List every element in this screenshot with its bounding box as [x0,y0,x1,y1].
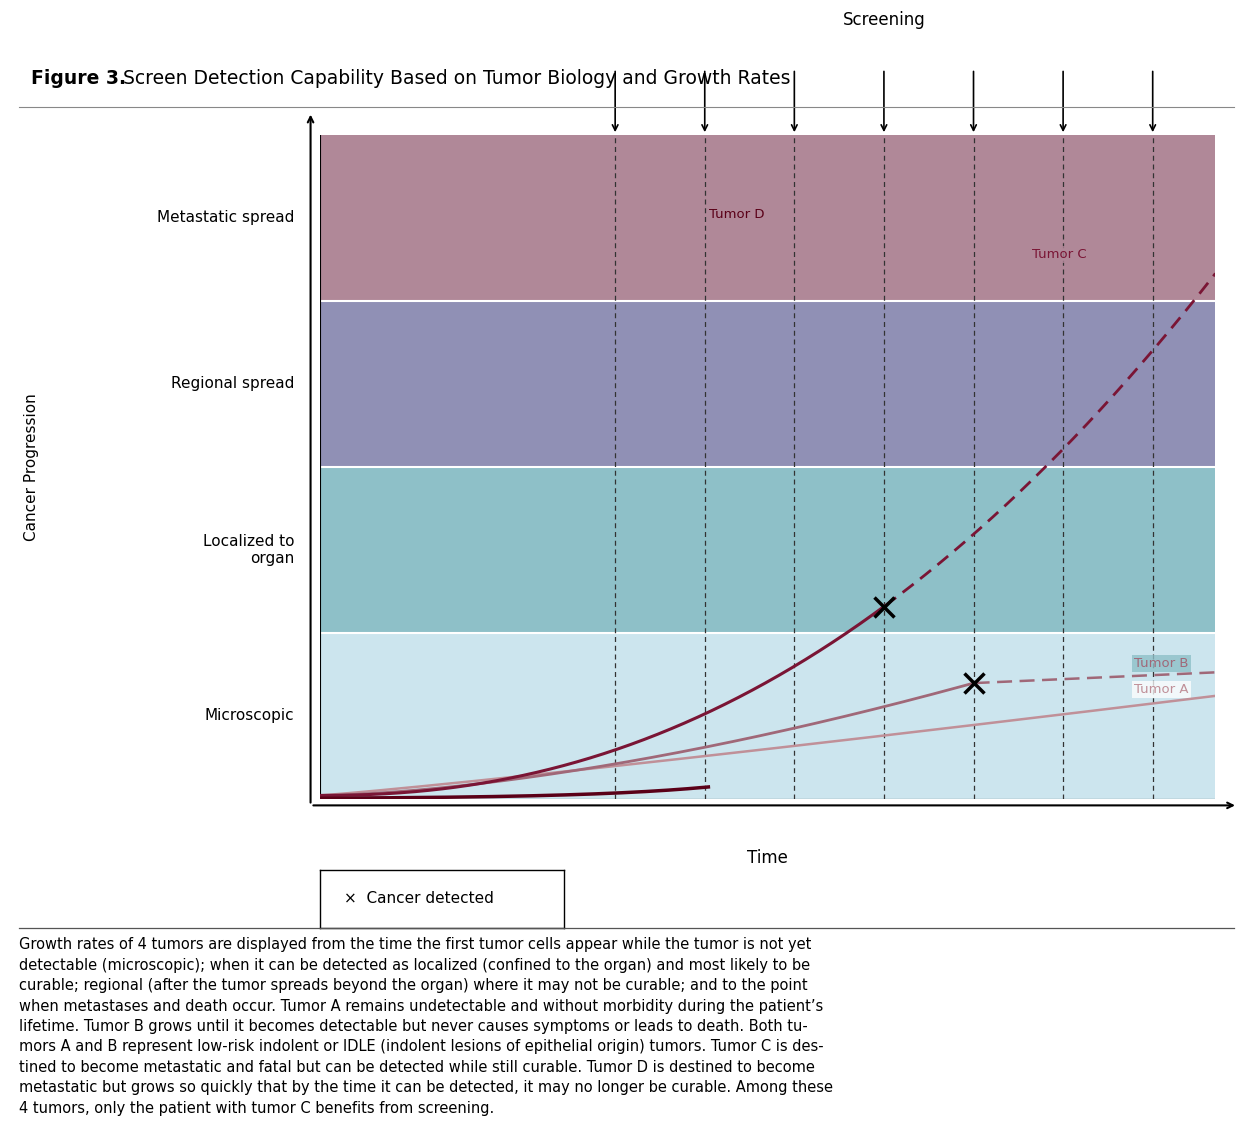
Bar [320,135,1215,302]
Text: Screening: Screening [842,11,925,29]
Text: Metastatic spread: Metastatic spread [157,210,294,225]
Text: Tumor D: Tumor D [709,208,764,222]
Text: ×  Cancer detected: × Cancer detected [343,891,494,907]
Bar [320,300,1215,467]
Bar [320,632,1215,799]
Text: Tumor B: Tumor B [1134,657,1189,670]
Text: Screen Detection Capability Based on Tumor Biology and Growth Rates: Screen Detection Capability Based on Tum… [117,70,791,88]
Text: Regional spread: Regional spread [172,377,294,391]
Text: Tumor A: Tumor A [1134,683,1189,695]
Text: Cancer Progression: Cancer Progression [24,393,39,541]
Text: Time: Time [747,849,788,867]
Bar [320,467,1215,632]
Text: Localized to
organ: Localized to organ [203,533,294,566]
Text: Growth rates of 4 tumors are displayed from the time the first tumor cells appea: Growth rates of 4 tumors are displayed f… [19,937,833,1116]
Text: Microscopic: Microscopic [204,709,294,723]
Text: Tumor C: Tumor C [1031,248,1086,261]
Text: Figure 3.: Figure 3. [31,70,127,88]
